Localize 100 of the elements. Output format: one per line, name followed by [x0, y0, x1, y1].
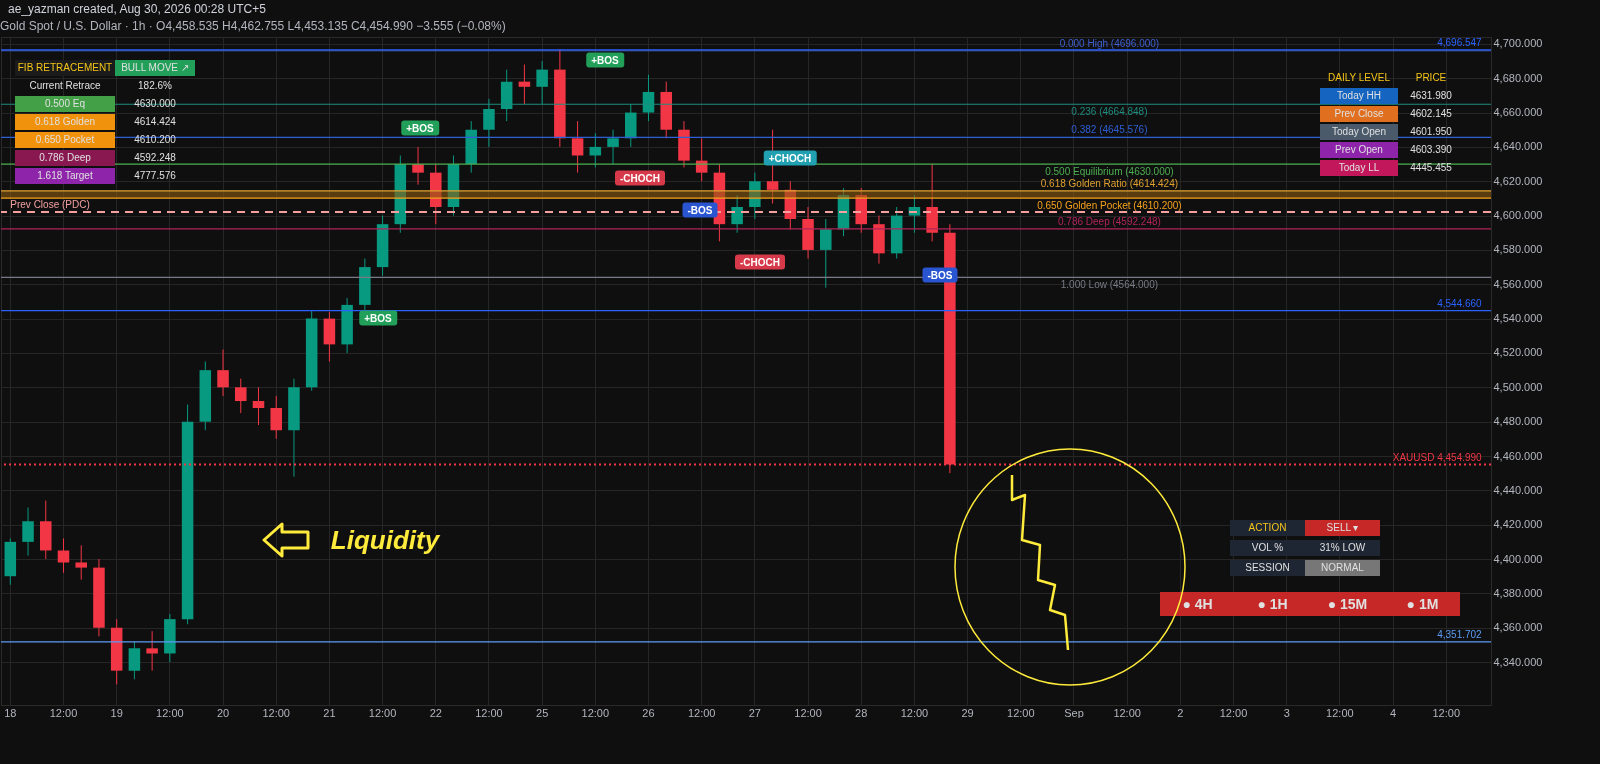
- y-tick-label: 4,480.000: [1493, 415, 1543, 428]
- table-cell: SELL ▾: [1305, 520, 1380, 536]
- annotation: 4603.390: [1409, 143, 1453, 157]
- y-tick-label: 4,640.000: [1493, 140, 1543, 153]
- ref-line-label: 0.618 Golden Ratio (4614.424): [1040, 177, 1179, 189]
- candlestick: [820, 218, 832, 289]
- table-cell: BULL MOVE ↗: [115, 60, 195, 76]
- x-tick-label: 29: [961, 706, 974, 719]
- annotation: Liquidity: [329, 523, 441, 557]
- ref-line-label: 4,696.547: [1437, 36, 1483, 48]
- ref-line-label: 0.650 Golden Pocket (4610.200): [1037, 200, 1182, 212]
- table-cell: SESSION: [1230, 560, 1305, 576]
- y-tick-label: 4,540.000: [1493, 312, 1543, 325]
- y-tick-label: 4,680.000: [1493, 71, 1543, 84]
- annotation: 4601.950: [1409, 125, 1453, 139]
- x-tick-label: 12:00: [262, 706, 290, 719]
- y-tick-label: 4,340.000: [1493, 655, 1543, 668]
- x-tick-label: 12:00: [475, 706, 503, 719]
- table-cell: NORMAL: [1305, 560, 1380, 576]
- table-cell: 0.650 Pocket: [15, 132, 115, 148]
- y-tick-label: 4,520.000: [1493, 346, 1543, 359]
- x-tick-label: 26: [642, 706, 655, 719]
- candlestick: [731, 194, 743, 234]
- candlestick: [607, 129, 619, 165]
- candlestick: [483, 98, 495, 148]
- table-cell: Prev Close: [1320, 106, 1398, 122]
- annotation: 182.6%: [137, 79, 173, 93]
- annotation: 4614.424: [133, 115, 177, 129]
- candlestick: [270, 395, 282, 440]
- x-tick-label: 12:00: [581, 706, 610, 719]
- y-tick-label: 4,620.000: [1493, 174, 1543, 187]
- ref-line-label: 0.786 Deep (4592.248): [1057, 215, 1161, 227]
- annotation: +CHOCH: [763, 150, 817, 166]
- candlestick: [571, 120, 584, 174]
- table-cell: 0.500 Eq: [15, 96, 115, 112]
- candlestick: [75, 544, 87, 581]
- table-cell: VOL %: [1230, 540, 1305, 556]
- y-tick-label: 4,600.000: [1493, 209, 1543, 222]
- table-cell: Today HH: [1320, 88, 1398, 104]
- x-tick-label: 2: [1177, 706, 1184, 719]
- chart-title: Gold Spot / U.S. Dollar · 1h · O4,458.535 H4,462.755 L4,453.135 C4,454.990 −3.555 (−0.08%): [0, 19, 506, 33]
- candlestick: [146, 630, 158, 672]
- x-tick-label: 12:00: [1113, 706, 1141, 719]
- x-tick-label: 12:00: [1432, 706, 1460, 719]
- x-tick-label: 28: [855, 706, 868, 719]
- annotation: +BOS: [586, 52, 624, 68]
- annotation: -BOS: [682, 202, 718, 218]
- x-tick-label: 12:00: [1007, 706, 1035, 719]
- annotation: +BOS: [359, 310, 397, 326]
- table-cell: 0.618 Golden: [15, 114, 115, 130]
- x-tick-label: 22: [429, 706, 442, 719]
- candlestick: [128, 640, 141, 680]
- y-tick-label: 4,400.000: [1493, 552, 1543, 565]
- ref-line-label: 1.000 Low (4564.000): [1060, 279, 1159, 291]
- y-tick-label: 4,380.000: [1493, 586, 1543, 599]
- table-cell: ACTION: [1230, 520, 1305, 536]
- annotation: 4602.145: [1409, 107, 1453, 121]
- ref-line-label: 0.236 (4664.848): [1071, 106, 1148, 118]
- table-cell: Prev Open: [1320, 142, 1398, 158]
- candlestick: [57, 537, 70, 574]
- x-tick-label: 25: [536, 706, 549, 719]
- ref-line-label: 4,351.702: [1437, 628, 1483, 640]
- y-tick-label: 4,580.000: [1493, 243, 1543, 256]
- candlestick: [252, 386, 265, 426]
- ref-line-label: 4,544.660: [1437, 297, 1483, 309]
- y-tick-label: 4,360.000: [1493, 621, 1543, 634]
- x-tick-label: 12:00: [1219, 706, 1248, 719]
- table-cell: 1.618 Target: [15, 168, 115, 184]
- y-tick-label: 4,560.000: [1493, 277, 1543, 290]
- y-tick-label: 4,440.000: [1493, 483, 1543, 496]
- candlestick: [536, 60, 548, 105]
- x-tick-label: 20: [216, 706, 230, 719]
- table-cell: FIB RETRACEMENT: [15, 60, 115, 76]
- ref-line-label: 0.500 Equilibrium (4630.000): [1045, 166, 1174, 178]
- candlestick: [412, 146, 424, 186]
- annotation: Current Retrace: [28, 79, 102, 93]
- timeframe-button: ● 15M: [1310, 592, 1385, 616]
- annotation: 4630.000: [133, 97, 177, 111]
- candlestick: [642, 74, 655, 122]
- annotation: 4631.980: [1409, 89, 1453, 103]
- x-tick-label: Sep: [1064, 706, 1084, 719]
- x-tick-label: 12:00: [794, 706, 822, 719]
- annotation: +BOS: [401, 120, 439, 136]
- ref-line-label: XAUUSD 4,454.990: [1392, 451, 1483, 463]
- y-tick-label: 4,500.000: [1493, 380, 1543, 393]
- annotation: -CHOCH: [735, 254, 785, 270]
- table-cell: Today Open: [1320, 124, 1398, 140]
- x-tick-label: 12:00: [49, 706, 78, 719]
- candlestick: [22, 507, 34, 557]
- candlestick: [217, 349, 229, 397]
- table-cell: Today LL: [1320, 160, 1398, 176]
- annotation: 4777.576: [133, 169, 177, 183]
- timeframe-button: ● 1M: [1385, 592, 1460, 616]
- candlestick: [518, 63, 531, 105]
- ref-line-label: 0.000 High (4696.000): [1059, 37, 1160, 49]
- annotation: PRICE: [1414, 71, 1448, 85]
- y-tick-label: 4,460.000: [1493, 449, 1543, 462]
- x-tick-label: 4: [1389, 706, 1397, 719]
- annotation: -BOS: [922, 267, 958, 283]
- annotation: -CHOCH: [615, 170, 665, 186]
